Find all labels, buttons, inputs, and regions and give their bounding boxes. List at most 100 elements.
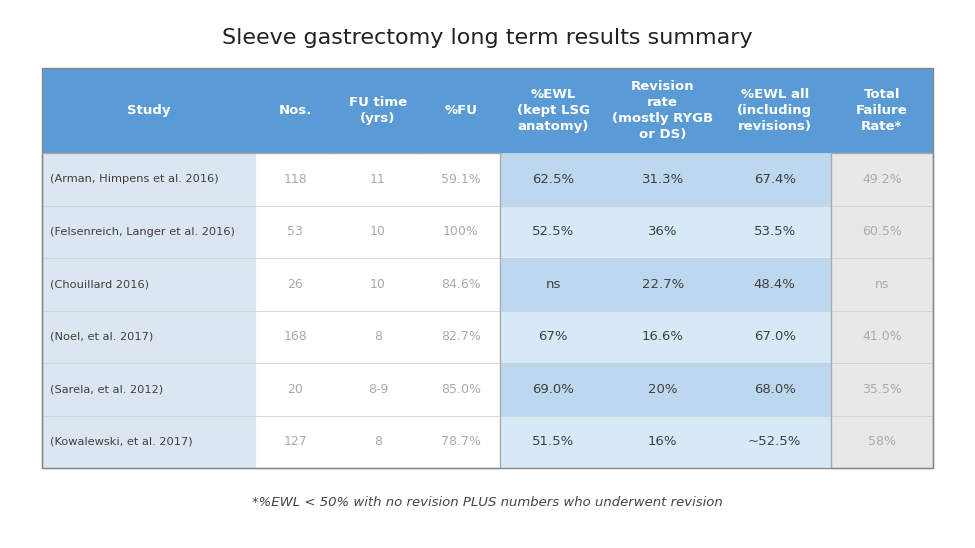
Bar [499, 153, 606, 206]
Bar [831, 153, 933, 206]
Text: 118: 118 [284, 173, 307, 186]
Text: %FU: %FU [445, 104, 477, 117]
Text: 84.6%: 84.6% [441, 278, 481, 291]
Bar [499, 363, 606, 415]
Bar [334, 153, 422, 206]
Text: *%EWL < 50% with no revision PLUS numbers who underwent revision: *%EWL < 50% with no revision PLUS number… [253, 496, 722, 510]
Text: 82.7%: 82.7% [441, 330, 481, 343]
Text: 67.0%: 67.0% [754, 330, 796, 343]
Text: %EWL all
(including
revisions): %EWL all (including revisions) [737, 88, 812, 133]
Text: (Chouillard 2016): (Chouillard 2016) [50, 279, 149, 289]
Bar [42, 153, 256, 206]
Bar [334, 258, 422, 311]
Text: 20%: 20% [648, 383, 678, 396]
Bar [719, 206, 831, 258]
Text: ns: ns [546, 278, 561, 291]
Text: Study: Study [128, 104, 171, 117]
Text: 8: 8 [374, 435, 382, 448]
Text: 8: 8 [374, 330, 382, 343]
Text: 8-9: 8-9 [368, 383, 388, 396]
Text: 35.5%: 35.5% [862, 383, 902, 396]
Bar [831, 415, 933, 468]
Bar [422, 68, 499, 153]
Bar [606, 68, 719, 153]
Text: 78.7%: 78.7% [441, 435, 481, 448]
Bar [831, 68, 933, 153]
Bar [42, 68, 256, 153]
Text: 11: 11 [370, 173, 386, 186]
Text: 51.5%: 51.5% [532, 435, 574, 448]
Bar [422, 415, 499, 468]
Text: 26: 26 [288, 278, 303, 291]
Bar [42, 258, 256, 311]
Text: 67%: 67% [538, 330, 568, 343]
Bar [499, 68, 606, 153]
Bar [256, 415, 334, 468]
Text: 60.5%: 60.5% [862, 225, 902, 238]
Bar [606, 258, 719, 311]
Bar [606, 153, 719, 206]
Bar [42, 206, 256, 258]
Bar [606, 363, 719, 415]
Text: (Arman, Himpens et al. 2016): (Arman, Himpens et al. 2016) [50, 174, 218, 184]
Text: Sleeve gastrectomy long term results summary: Sleeve gastrectomy long term results sum… [222, 28, 753, 48]
Text: 48.4%: 48.4% [754, 278, 796, 291]
Bar [422, 153, 499, 206]
Text: 31.3%: 31.3% [642, 173, 683, 186]
Bar [499, 415, 606, 468]
Bar [606, 311, 719, 363]
Text: Nos.: Nos. [279, 104, 312, 117]
Text: 36%: 36% [648, 225, 678, 238]
Bar [499, 206, 606, 258]
Text: Total
Failure
Rate*: Total Failure Rate* [856, 88, 908, 133]
Text: (Kowalewski, et al. 2017): (Kowalewski, et al. 2017) [50, 437, 193, 447]
Bar [42, 415, 256, 468]
Bar [256, 311, 334, 363]
Bar [334, 311, 422, 363]
Text: FU time
(yrs): FU time (yrs) [349, 96, 407, 125]
Text: ~52.5%: ~52.5% [748, 435, 801, 448]
Bar [719, 258, 831, 311]
Bar [256, 258, 334, 311]
Text: 20: 20 [288, 383, 303, 396]
Text: 49.2%: 49.2% [862, 173, 902, 186]
Bar [42, 153, 499, 468]
Bar [499, 311, 606, 363]
Text: (Felsenreich, Langer et al. 2016): (Felsenreich, Langer et al. 2016) [50, 227, 235, 237]
Bar [719, 68, 831, 153]
Bar [831, 363, 933, 415]
Bar [831, 258, 933, 311]
Text: (Noel, et al. 2017): (Noel, et al. 2017) [50, 332, 153, 342]
Bar [256, 206, 334, 258]
Bar [42, 311, 256, 363]
Text: 58%: 58% [868, 435, 896, 448]
Text: 41.0%: 41.0% [862, 330, 902, 343]
Bar [831, 153, 933, 468]
Bar [719, 363, 831, 415]
Text: %EWL
(kept LSG
anatomy): %EWL (kept LSG anatomy) [517, 88, 590, 133]
Bar [334, 415, 422, 468]
Bar [831, 311, 933, 363]
Bar [499, 258, 606, 311]
Text: 69.0%: 69.0% [532, 383, 574, 396]
Text: 127: 127 [284, 435, 307, 448]
Text: 10: 10 [370, 225, 386, 238]
Bar [422, 258, 499, 311]
Text: 100%: 100% [443, 225, 479, 238]
Bar [422, 206, 499, 258]
Text: 168: 168 [284, 330, 307, 343]
Text: 22.7%: 22.7% [642, 278, 683, 291]
Bar [422, 311, 499, 363]
Bar [334, 206, 422, 258]
Bar [719, 153, 831, 206]
Text: 62.5%: 62.5% [532, 173, 574, 186]
Bar [831, 206, 933, 258]
Bar [719, 415, 831, 468]
Text: 10: 10 [370, 278, 386, 291]
Text: 85.0%: 85.0% [441, 383, 481, 396]
Text: 67.4%: 67.4% [754, 173, 796, 186]
Text: 52.5%: 52.5% [532, 225, 574, 238]
Bar [256, 363, 334, 415]
Bar [42, 68, 933, 468]
Bar [256, 68, 334, 153]
